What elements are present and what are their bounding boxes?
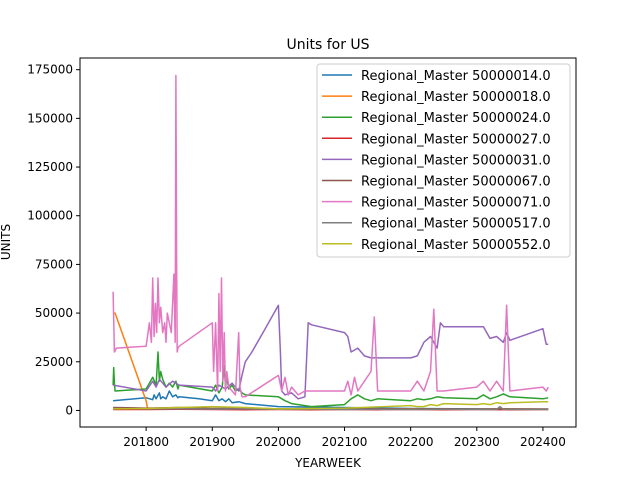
legend-label-7: Regional_Master 50000071.0 — [361, 196, 551, 211]
y-tick-label: 125000 — [27, 160, 73, 174]
series-line-8 — [113, 405, 549, 411]
y-tick-label: 100000 — [27, 209, 73, 223]
y-tick-label: 0 — [65, 403, 73, 417]
legend-items: Regional_Master 50000014.0 Regional_Maste… — [322, 69, 551, 253]
series-lines — [112, 74, 549, 411]
legend-label-2: Regional_Master 50000018.0 — [361, 90, 551, 105]
legend-box — [316, 63, 571, 258]
x-tick-label: 202100 — [322, 435, 368, 449]
legend-label-6: Regional_Master 50000067.0 — [361, 175, 551, 190]
x-tick-label: 202300 — [454, 435, 500, 449]
plot-frame — [79, 57, 577, 428]
x-axis-label: YEARWEEK — [294, 456, 362, 470]
series-line-9 — [113, 400, 549, 410]
y-tick-label: 50000 — [35, 306, 73, 320]
x-tick-label: 202200 — [388, 435, 434, 449]
series-line-5 — [112, 304, 549, 400]
legend-label-1: Regional_Master 50000014.0 — [361, 69, 551, 84]
x-tick-label: 202000 — [255, 435, 301, 449]
x-tick-label: 202400 — [520, 435, 566, 449]
series-line-1 — [113, 390, 549, 410]
y-tick-label: 25000 — [35, 355, 73, 369]
x-tick-label: 201900 — [189, 435, 235, 449]
legend: Regional_Master 50000014.0 Regional_Maste… — [316, 63, 571, 258]
y-tick-label: 150000 — [27, 111, 73, 125]
legend-label-8: Regional_Master 50000517.0 — [361, 217, 551, 232]
y-tick-label: 75000 — [35, 257, 73, 271]
legend-label-9: Regional_Master 50000552.0 — [361, 238, 551, 253]
legend-label-3: Regional_Master 50000024.0 — [361, 111, 551, 126]
y-axis-label: UNITS — [0, 224, 13, 260]
legend-label-5: Regional_Master 50000031.0 — [361, 153, 551, 168]
y-axis-ticks: 0 25000 50000 75000 100000 125000 150000 175000 — [27, 63, 80, 417]
legend-label-4: Regional_Master 50000027.0 — [361, 132, 551, 147]
x-axis-ticks: 201800 201900 202000 202100 202200 202300 2024… — [123, 427, 566, 449]
y-tick-label: 175000 — [27, 63, 73, 77]
x-tick-label: 201800 — [123, 435, 169, 449]
series-line-7 — [112, 74, 549, 398]
chart-title: Units for US — [286, 37, 369, 53]
